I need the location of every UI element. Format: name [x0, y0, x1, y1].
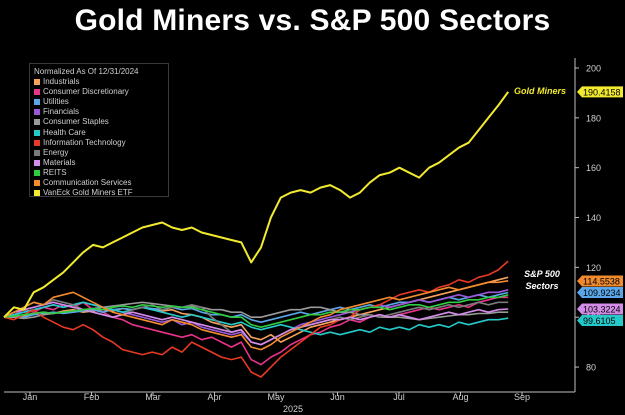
legend-label: Energy: [43, 147, 69, 157]
x-axis-label: 2025: [283, 404, 303, 414]
x-tick-label: Mar: [145, 392, 161, 402]
value-tag-label: 114.5538: [583, 276, 620, 286]
legend-label: Industrials: [43, 77, 80, 87]
series-line-information-technology: [3, 260, 509, 378]
series-line-health-care: [3, 301, 509, 336]
legend: Normalized As Of 12/31/2024 Industrials C…: [29, 63, 169, 197]
value-tag-materials: 103.3224: [577, 303, 623, 315]
value-tag-box: [577, 286, 623, 298]
series-layer: [3, 91, 510, 378]
y-tick-label: 160: [586, 163, 601, 173]
legend-swatch: [34, 119, 40, 126]
series-line-materials: [3, 301, 509, 346]
legend-swatch: [34, 129, 40, 136]
legend-item-consumer-staples: Consumer Staples: [34, 117, 164, 127]
x-tick-label: Apr: [207, 392, 221, 402]
legend-item-information-technology: Information Technology: [34, 138, 164, 148]
value-tag-box: [577, 314, 623, 326]
y-tick-label: 120: [586, 263, 601, 273]
legend-swatch: [34, 99, 40, 106]
legend-title: Normalized As Of 12/31/2024: [34, 67, 139, 76]
y-tick-label: 80: [586, 363, 596, 373]
legend-swatch: [34, 149, 40, 156]
label-layer: 190.4158 114.5538 109.9234 103.3224 99.6105 G…: [514, 86, 623, 326]
legend-swatch: [34, 179, 40, 186]
x-tick-label: Sep: [514, 392, 530, 402]
legend-swatch: [34, 79, 40, 86]
legend-label: Materials: [43, 157, 76, 167]
legend-item-industrials: Industrials: [34, 77, 164, 87]
legend-item-financials: Financials: [34, 107, 164, 117]
legend-swatch: [34, 139, 40, 146]
series-line-reits: [3, 294, 509, 329]
x-tick-label: May: [267, 392, 285, 402]
legend-item-communication-services: Communication Services: [34, 178, 164, 188]
legend-label: Utilities: [43, 97, 69, 107]
legend-item-health-care: Health Care: [34, 127, 164, 137]
legend-swatch: [34, 89, 40, 96]
legend-swatch: [34, 159, 40, 166]
value-tag-label: 99.6105: [583, 316, 616, 326]
legend-item-reits: REITS: [34, 168, 164, 178]
value-tag-label: 109.9234: [583, 288, 621, 298]
legend-label: VanEck Gold Miners ETF: [43, 188, 133, 198]
value-tag-label: 190.4158: [583, 87, 621, 97]
value-tag-box: [577, 86, 623, 98]
series-line-communication-services: [3, 280, 509, 351]
legend-item-energy: Energy: [34, 148, 164, 158]
series-line-vaneck-gold-miners-etf: [3, 91, 510, 318]
annotation-sp500-sectors: S&P 500: [524, 269, 560, 279]
legend-items: Industrials Consumer Discretionary Utiliti…: [34, 77, 164, 198]
legend-label: Health Care: [43, 127, 86, 137]
x-tick-label: Feb: [84, 392, 100, 402]
legend-item-consumer-discretionary: Consumer Discretionary: [34, 87, 164, 97]
value-tag-box: [577, 275, 623, 287]
x-tick-label: Aug: [452, 392, 468, 402]
value-tag-communication-services: 114.5538: [577, 275, 623, 287]
page-title: Gold Miners vs. S&P 500 Sectors: [74, 4, 551, 37]
x-tick-label: Jun: [330, 392, 345, 402]
annotation-sp500-sectors: Sectors: [525, 281, 558, 291]
legend-swatch: [34, 190, 40, 197]
legend-label: Information Technology: [43, 137, 126, 147]
legend-label: Consumer Staples: [43, 117, 109, 127]
y-tick-label: 200: [586, 63, 601, 73]
axis-layer: 80100120140160180200JanFebMarAprMayJunJu…: [4, 58, 601, 414]
annotation-gold-miners: Gold Miners: [514, 86, 566, 96]
legend-swatch: [34, 169, 40, 176]
x-tick-label: Jan: [23, 392, 38, 402]
y-tick-label: 180: [586, 113, 601, 123]
y-tick-label: 140: [586, 213, 601, 223]
value-tag-box: [577, 303, 623, 315]
legend-item-materials: Materials: [34, 158, 164, 168]
legend-item-utilities: Utilities: [34, 97, 164, 107]
value-tag-health-care: 99.6105: [577, 314, 623, 326]
legend-label: Financials: [43, 107, 80, 117]
value-tag-utilities: 109.9234: [577, 286, 623, 298]
legend-item-vaneck-gold-miners-etf: VanEck Gold Miners ETF: [34, 188, 164, 198]
legend-label: Communication Services: [43, 177, 132, 187]
legend-label: Consumer Discretionary: [43, 87, 129, 97]
value-tag-vaneck-gold-miners-etf: 190.4158: [577, 86, 623, 98]
x-tick-label: Jul: [393, 392, 405, 402]
legend-label: REITS: [43, 167, 67, 177]
value-tag-label: 103.3224: [583, 304, 621, 314]
legend-swatch: [34, 109, 40, 116]
